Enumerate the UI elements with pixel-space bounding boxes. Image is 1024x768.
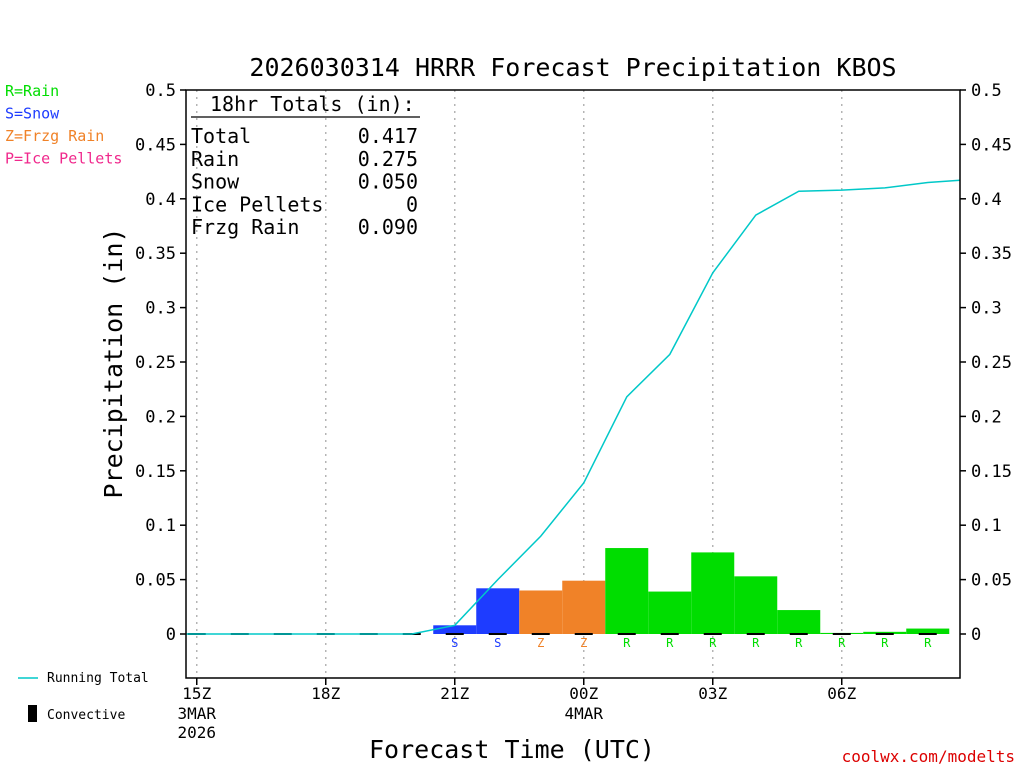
bar-21: [433, 625, 477, 634]
x-axis-title: Forecast Time (UTC): [369, 735, 655, 764]
totals-row-value: 0: [406, 192, 418, 216]
y-tick-label-right: 0.35: [971, 244, 1012, 264]
type-label-25: R: [623, 636, 631, 650]
x-tick-label-18Z: 18Z: [311, 684, 340, 703]
bar-28: [734, 576, 778, 634]
bar-24: [562, 580, 606, 634]
legend-z: Z=Frzg Rain: [5, 127, 104, 145]
totals-row-value: 0.090: [358, 215, 418, 239]
totals-row-value: 0.417: [358, 124, 418, 148]
legend-p: P=Ice Pellets: [5, 150, 122, 168]
type-label-26: R: [666, 636, 674, 650]
totals-header: 18hr Totals (in):: [210, 92, 415, 116]
bar-25: [605, 548, 649, 634]
y-tick-label-left: 0.2: [145, 407, 176, 427]
bar-27: [691, 552, 735, 634]
x-tick-label-00Z: 00Z: [569, 684, 598, 703]
plot-frame: [185, 89, 961, 679]
y-axis-right: 0 0.05 0.1 0.15 0.2 0.25 0.3 0.35 0.4 0.45 0.5: [960, 81, 1012, 645]
x-tick-sublabel: 4MAR: [564, 704, 603, 723]
x-tick-sublabel: 3MAR: [177, 704, 216, 723]
bar-26: [648, 591, 692, 634]
totals-row-label: Total: [191, 124, 251, 148]
y-tick-label-right: 0.3: [971, 299, 1002, 319]
series-legend: Running Total Convective: [18, 671, 149, 723]
y-tick-label-right: 0.4: [971, 190, 1002, 210]
y-tick-label-right: 0.5: [971, 81, 1002, 101]
y-tick-label-left: 0.25: [135, 353, 176, 373]
x-tick-label-21Z: 21Z: [440, 684, 469, 703]
type-label-30: R: [838, 636, 846, 650]
convective-legend-label: Convective: [47, 708, 125, 723]
precip-type-legend: R=Rain S=Snow Z=Frzg Rain P=Ice Pellets: [5, 82, 122, 168]
bar-29: [777, 610, 821, 634]
bar-series: [433, 548, 950, 634]
x-tick-sublabel: 2026: [177, 723, 216, 742]
y-axis-left: 0 0.05 0.1 0.15 0.2 0.25 0.3 0.35 0.4 0.45 0.5: [135, 81, 186, 645]
type-label-29: R: [795, 636, 803, 650]
watermark: coolwx.com/modelts: [842, 747, 1015, 766]
y-tick-label-left: 0.15: [135, 462, 176, 482]
y-tick-label-right: 0.1: [971, 516, 1002, 536]
y-tick-label-left: 0.35: [135, 244, 176, 264]
y-tick-label-left: 0.45: [135, 135, 176, 155]
y-tick-label-left: 0.5: [145, 81, 176, 101]
type-label-32: R: [924, 636, 932, 650]
bar-31: [863, 631, 907, 634]
type-label-22: S: [494, 636, 501, 650]
grid: [196, 90, 843, 678]
y-tick-label-left: 0: [166, 625, 176, 645]
running-total-line: [186, 179, 961, 635]
y-tick-label-right: 0: [971, 625, 981, 645]
y-tick-label-right: 0.2: [971, 407, 1002, 427]
x-tick-label-03Z: 03Z: [698, 684, 727, 703]
totals-row-label: Rain: [191, 147, 239, 171]
type-label-27: R: [709, 636, 717, 650]
type-label-28: R: [752, 636, 760, 650]
y-tick-label-right: 0.25: [971, 353, 1012, 373]
y-tick-label-left: 0.05: [135, 571, 176, 591]
totals-row-label: Ice Pellets: [191, 192, 323, 216]
x-tick-label-06Z: 06Z: [827, 684, 856, 703]
bar-32: [906, 628, 950, 634]
running-total-legend-label: Running Total: [47, 671, 149, 686]
type-label-23: Z: [537, 636, 544, 650]
y-tick-label-right: 0.45: [971, 135, 1012, 155]
bar-23: [519, 590, 563, 634]
y-tick-label-right: 0.15: [971, 462, 1012, 482]
y-axis-title: Precipitation (in): [99, 228, 128, 499]
totals-row-value: 0.275: [358, 147, 418, 171]
y-tick-label-left: 0.1: [145, 516, 176, 536]
chart-title: 2026030314 HRRR Forecast Precipitation K…: [249, 53, 896, 82]
type-label-31: R: [881, 636, 889, 650]
totals-row-label: Snow: [191, 170, 240, 194]
y-tick-label-left: 0.3: [145, 299, 176, 319]
y-tick-label-left: 0.4: [145, 190, 176, 210]
totals-box: 18hr Totals (in): Total 0.417 Rain 0.275 Snow…: [191, 92, 420, 239]
y-tick-label-right: 0.05: [971, 571, 1012, 591]
type-label-21: S: [451, 636, 458, 650]
convective-legend-swatch: [28, 705, 37, 722]
totals-row-label: Frzg Rain: [191, 215, 299, 239]
type-label-24: Z: [580, 636, 587, 650]
legend-r: R=Rain: [5, 82, 59, 100]
legend-s: S=Snow: [5, 105, 60, 123]
x-tick-label-15Z: 15Z: [182, 684, 211, 703]
totals-row-value: 0.050: [358, 170, 418, 194]
